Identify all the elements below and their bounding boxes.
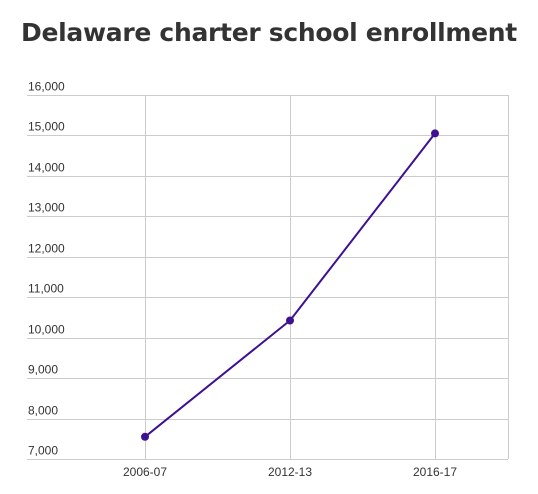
chart-title: Delaware charter school enrollment (21, 18, 517, 47)
data-point (431, 129, 439, 138)
x-axis-tick-labels: 2006-07 2012-13 2016-17 (123, 465, 457, 479)
y-tick-label: 9,000 (28, 363, 58, 377)
y-tick-label: 13,000 (28, 201, 65, 215)
data-point (141, 432, 149, 441)
x-tick-label: 2006-07 (123, 465, 167, 479)
data-point (286, 316, 294, 325)
y-tick-label: 11,000 (28, 282, 64, 296)
grid-lines (27, 95, 509, 460)
y-axis-tick-labels: 7,000 8,000 9,000 10,000 11,000 12,000 13,000 1… (28, 80, 65, 458)
x-tick-label: 2016-17 (413, 465, 457, 479)
data-series (141, 129, 439, 441)
y-tick-label: 14,000 (28, 161, 65, 175)
y-tick-label: 15,000 (28, 120, 65, 134)
y-tick-label: 16,000 (28, 80, 65, 94)
y-tick-label: 7,000 (28, 444, 58, 458)
y-tick-label: 12,000 (28, 242, 65, 256)
y-tick-label: 8,000 (28, 404, 58, 418)
y-tick-label: 10,000 (28, 323, 65, 337)
x-tick-label: 2012-13 (268, 465, 312, 479)
